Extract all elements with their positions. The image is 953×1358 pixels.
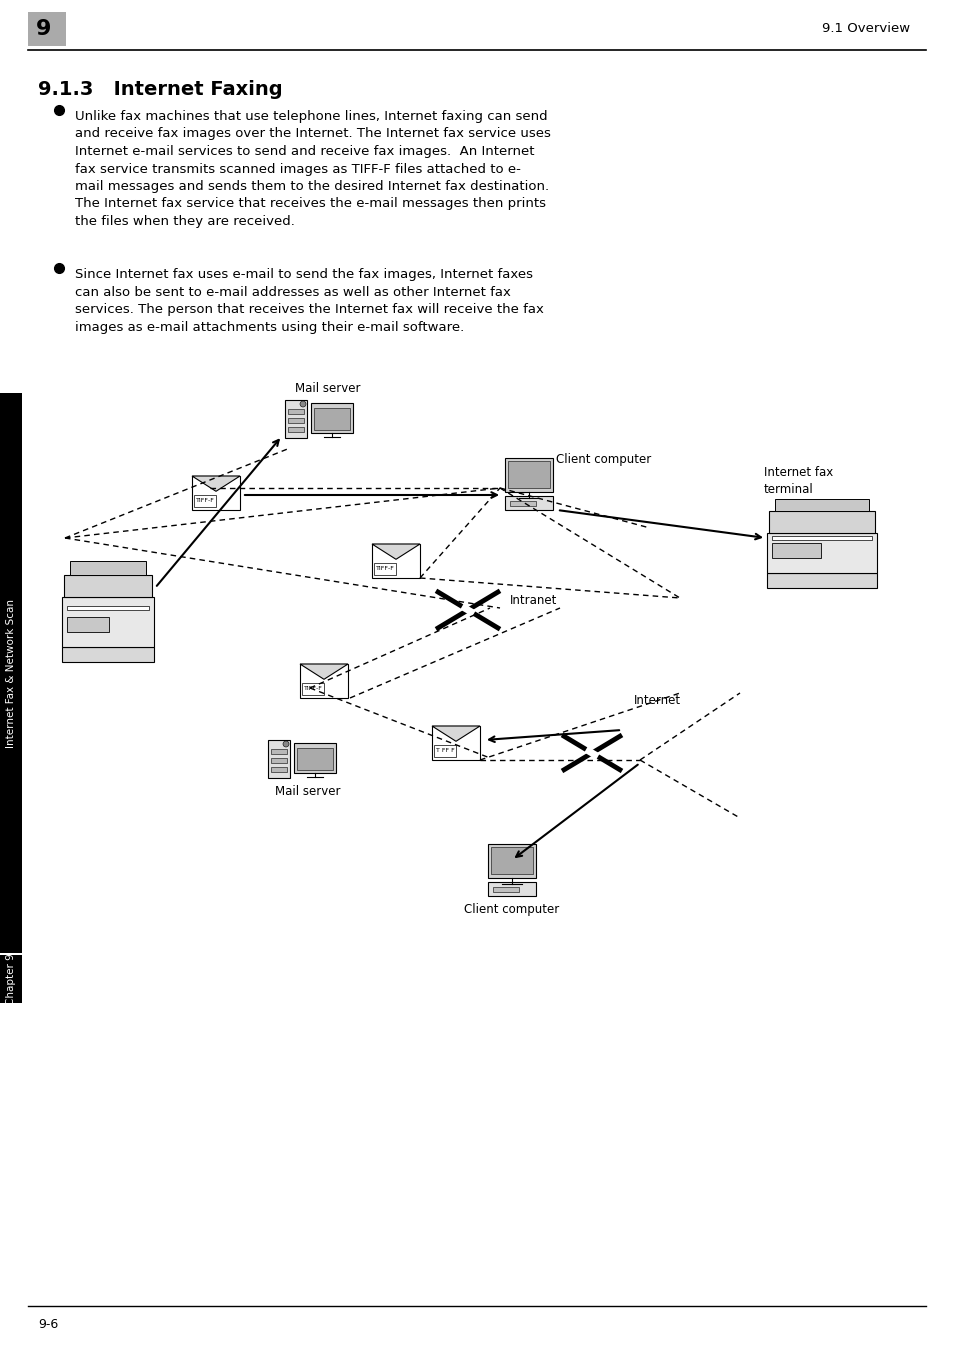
Text: Since Internet fax uses e-mail to send the fax images, Internet faxes
can also b: Since Internet fax uses e-mail to send t… bbox=[75, 268, 543, 334]
Polygon shape bbox=[299, 664, 348, 679]
Text: Mail server: Mail server bbox=[275, 785, 340, 799]
Text: Intranet: Intranet bbox=[510, 593, 557, 607]
Bar bbox=[302, 683, 324, 695]
Bar bbox=[271, 758, 287, 763]
Bar bbox=[296, 748, 333, 770]
Bar bbox=[268, 740, 290, 778]
Bar bbox=[766, 573, 876, 588]
Text: Mail server: Mail server bbox=[294, 382, 360, 395]
Bar bbox=[434, 746, 456, 756]
Bar bbox=[311, 403, 353, 433]
Bar bbox=[432, 727, 479, 760]
Bar bbox=[491, 847, 533, 875]
Text: Client computer: Client computer bbox=[464, 903, 559, 917]
Bar bbox=[504, 458, 553, 492]
Bar bbox=[288, 418, 304, 422]
Bar bbox=[62, 598, 153, 646]
Bar bbox=[67, 606, 149, 610]
Polygon shape bbox=[432, 727, 479, 741]
Bar bbox=[771, 536, 871, 540]
Bar bbox=[768, 511, 874, 532]
Bar bbox=[67, 617, 109, 631]
Text: 9: 9 bbox=[36, 19, 51, 39]
Bar bbox=[294, 743, 335, 773]
Text: Chapter 9: Chapter 9 bbox=[6, 953, 16, 1005]
Bar bbox=[510, 501, 536, 507]
Bar bbox=[62, 646, 153, 661]
Bar bbox=[271, 750, 287, 754]
Text: Internet: Internet bbox=[634, 694, 680, 706]
Bar bbox=[0, 392, 22, 953]
Circle shape bbox=[283, 741, 289, 747]
Text: Internet Fax & Network Scan: Internet Fax & Network Scan bbox=[6, 599, 16, 747]
Bar bbox=[288, 426, 304, 432]
Text: Client computer: Client computer bbox=[556, 454, 651, 466]
Circle shape bbox=[299, 401, 306, 407]
Bar bbox=[372, 545, 419, 579]
Bar bbox=[70, 561, 146, 574]
Bar bbox=[488, 845, 536, 879]
Text: 9.1 Overview: 9.1 Overview bbox=[821, 23, 909, 35]
Bar bbox=[299, 664, 348, 698]
Bar bbox=[507, 460, 550, 488]
Text: Unlike fax machines that use telephone lines, Internet faxing can send
and recei: Unlike fax machines that use telephone l… bbox=[75, 110, 550, 228]
Polygon shape bbox=[372, 545, 419, 559]
Bar bbox=[771, 543, 821, 558]
Bar bbox=[374, 564, 395, 574]
Text: T FF F: T FF F bbox=[436, 748, 455, 754]
Bar bbox=[193, 496, 215, 507]
Text: 9-6: 9-6 bbox=[38, 1319, 58, 1331]
Text: Internet fax
terminal: Internet fax terminal bbox=[763, 466, 832, 496]
Bar bbox=[314, 407, 350, 430]
Text: TIFF-F: TIFF-F bbox=[195, 498, 214, 504]
Bar bbox=[504, 496, 553, 511]
Bar bbox=[0, 955, 22, 1004]
Bar bbox=[488, 881, 536, 896]
Bar bbox=[288, 409, 304, 414]
Bar bbox=[774, 498, 868, 511]
Bar bbox=[271, 767, 287, 771]
Text: TIFF-F: TIFF-F bbox=[304, 687, 322, 691]
Bar bbox=[28, 12, 66, 46]
Bar bbox=[285, 401, 307, 439]
Text: TIFF-F: TIFF-F bbox=[375, 566, 395, 572]
Polygon shape bbox=[192, 477, 240, 492]
Text: 9.1.3   Internet Faxing: 9.1.3 Internet Faxing bbox=[38, 80, 282, 99]
Bar bbox=[192, 477, 240, 511]
Bar bbox=[766, 532, 876, 573]
Bar bbox=[64, 574, 152, 598]
Bar bbox=[493, 887, 518, 892]
